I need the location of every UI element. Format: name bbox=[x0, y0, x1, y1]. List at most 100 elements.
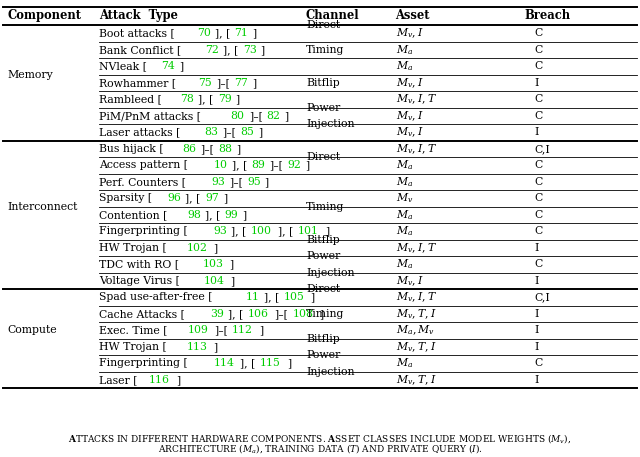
Text: ]: ] bbox=[260, 45, 265, 55]
Text: 101: 101 bbox=[298, 226, 319, 236]
Text: HW Trojan [: HW Trojan [ bbox=[99, 342, 167, 352]
Text: ]–[: ]–[ bbox=[200, 144, 214, 154]
Text: ]: ] bbox=[305, 160, 309, 170]
Text: PiM/PnM attacks [: PiM/PnM attacks [ bbox=[99, 111, 201, 121]
Text: ]–[: ]–[ bbox=[249, 111, 262, 121]
Text: 103: 103 bbox=[202, 259, 223, 269]
Text: $M_v, I, T$: $M_v, I, T$ bbox=[396, 92, 436, 106]
Text: $M_v$: $M_v$ bbox=[396, 191, 413, 205]
Text: $M_v, T, I$: $M_v, T, I$ bbox=[396, 373, 436, 387]
Text: $\bf{A}$TTACKS IN DIFFERENT HARDWARE COMPONENTS. $\bf{A}$SSET CLASSES INCLUDE MO: $\bf{A}$TTACKS IN DIFFERENT HARDWARE COM… bbox=[68, 432, 572, 445]
Text: ]: ] bbox=[230, 259, 234, 269]
Text: 95: 95 bbox=[247, 177, 260, 187]
Text: Channel: Channel bbox=[306, 10, 360, 22]
Text: 82: 82 bbox=[266, 111, 280, 121]
Text: ]: ] bbox=[252, 28, 257, 38]
Text: 89: 89 bbox=[252, 160, 266, 170]
Text: Bitflip: Bitflip bbox=[306, 334, 340, 344]
Text: Injection: Injection bbox=[306, 267, 355, 277]
Text: C: C bbox=[534, 259, 543, 269]
Text: Rambleed [: Rambleed [ bbox=[99, 94, 162, 104]
Text: 93: 93 bbox=[214, 226, 227, 236]
Text: 74: 74 bbox=[161, 61, 175, 71]
Text: 105: 105 bbox=[284, 292, 304, 303]
Text: I: I bbox=[534, 276, 539, 286]
Text: ATTACKS IN DIFFERENT HARDWARE COMPONENTS. ASSET CLASSES INCLUDE MODEL WEIGHTS,: ATTACKS IN DIFFERENT HARDWARE COMPONENTS… bbox=[65, 434, 575, 443]
Text: ]: ] bbox=[265, 177, 269, 187]
Text: ]: ] bbox=[236, 144, 241, 154]
Text: ]: ] bbox=[252, 78, 256, 88]
Text: C: C bbox=[534, 177, 543, 187]
Text: 99: 99 bbox=[225, 210, 239, 220]
Text: ]: ] bbox=[285, 111, 289, 121]
Text: ]: ] bbox=[179, 61, 183, 71]
Text: C: C bbox=[534, 210, 543, 220]
Text: ]: ] bbox=[176, 375, 180, 385]
Text: C: C bbox=[534, 160, 543, 170]
Text: C,I: C,I bbox=[534, 144, 550, 154]
Text: Sparsity [: Sparsity [ bbox=[99, 193, 152, 203]
Text: ]: ] bbox=[259, 325, 263, 335]
Text: Spad use-after-free [: Spad use-after-free [ bbox=[99, 292, 212, 303]
Text: ]: ] bbox=[287, 358, 291, 368]
Text: 88: 88 bbox=[218, 144, 232, 154]
Text: $M_v, I, T$: $M_v, I, T$ bbox=[396, 142, 436, 156]
Text: 108: 108 bbox=[292, 309, 313, 319]
Text: $M_v, I, T$: $M_v, I, T$ bbox=[396, 291, 436, 304]
Text: Power: Power bbox=[306, 251, 340, 261]
Text: ], [: ], [ bbox=[186, 193, 201, 203]
Text: ]: ] bbox=[223, 193, 227, 203]
Text: $M_v, I$: $M_v, I$ bbox=[396, 126, 424, 139]
Text: Direct: Direct bbox=[306, 284, 340, 294]
Text: Voltage Virus [: Voltage Virus [ bbox=[99, 276, 180, 286]
Text: $M_v, T, I$: $M_v, T, I$ bbox=[396, 340, 436, 354]
Text: Compute: Compute bbox=[8, 325, 58, 335]
Text: Attack  Type: Attack Type bbox=[99, 10, 178, 22]
Text: Component: Component bbox=[8, 10, 82, 22]
Text: $M_v, I$: $M_v, I$ bbox=[396, 109, 424, 122]
Text: ], [: ], [ bbox=[241, 358, 256, 368]
Text: ]: ] bbox=[230, 276, 234, 286]
Text: Bitflip: Bitflip bbox=[306, 78, 340, 88]
Text: Boot attacks [: Boot attacks [ bbox=[99, 28, 175, 38]
Text: I: I bbox=[534, 342, 539, 352]
Text: 100: 100 bbox=[251, 226, 272, 236]
Text: I: I bbox=[534, 243, 539, 253]
Text: $M_a$: $M_a$ bbox=[396, 59, 413, 73]
Text: $M_a$: $M_a$ bbox=[396, 159, 413, 172]
Text: C: C bbox=[534, 193, 543, 203]
Text: ], [: ], [ bbox=[232, 160, 247, 170]
Text: I: I bbox=[534, 309, 539, 319]
Text: I: I bbox=[534, 128, 539, 137]
Text: Memory: Memory bbox=[8, 69, 53, 80]
Text: $M_a$: $M_a$ bbox=[396, 43, 413, 57]
Text: ]: ] bbox=[319, 309, 323, 319]
Text: 10: 10 bbox=[214, 160, 228, 170]
Text: ]: ] bbox=[310, 292, 314, 303]
Text: ]–[: ]–[ bbox=[214, 325, 228, 335]
Text: 85: 85 bbox=[240, 128, 253, 137]
Text: Bank Conflict [: Bank Conflict [ bbox=[99, 45, 181, 55]
Text: ]: ] bbox=[325, 226, 329, 236]
Text: C: C bbox=[534, 111, 543, 121]
Text: 92: 92 bbox=[287, 160, 301, 170]
Text: 79: 79 bbox=[218, 94, 232, 104]
Text: ], [: ], [ bbox=[264, 292, 279, 303]
Text: ]: ] bbox=[236, 94, 239, 104]
Text: Bus hijack [: Bus hijack [ bbox=[99, 144, 164, 154]
Text: 115: 115 bbox=[260, 358, 281, 368]
Text: $M_a$: $M_a$ bbox=[396, 224, 413, 238]
Text: Interconnect: Interconnect bbox=[8, 202, 78, 212]
Text: ], [: ], [ bbox=[223, 45, 238, 55]
Text: $M_a$: $M_a$ bbox=[396, 175, 413, 189]
Text: 112: 112 bbox=[232, 325, 253, 335]
Text: 104: 104 bbox=[204, 276, 224, 286]
Text: ], [: ], [ bbox=[214, 28, 230, 38]
Text: 78: 78 bbox=[180, 94, 194, 104]
Text: Power: Power bbox=[306, 102, 340, 112]
Text: 86: 86 bbox=[182, 144, 196, 154]
Text: ]: ] bbox=[243, 210, 246, 220]
Text: C: C bbox=[534, 94, 543, 104]
Text: I: I bbox=[534, 375, 539, 385]
Text: $M_a$: $M_a$ bbox=[396, 356, 413, 370]
